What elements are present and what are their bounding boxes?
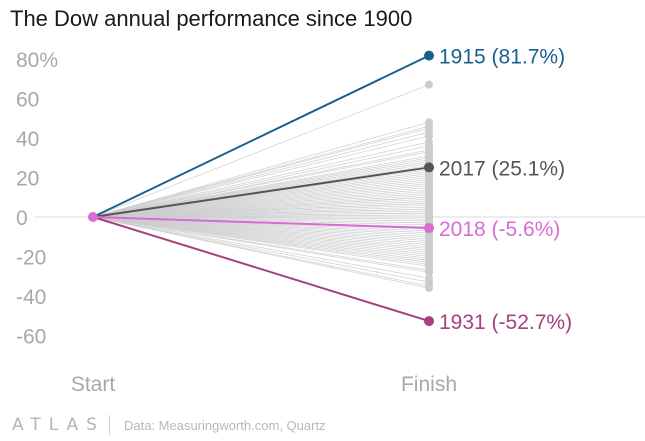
- x-tick-label: Finish: [401, 373, 457, 396]
- y-tick-label: 80%: [16, 49, 58, 72]
- series-line: [92, 216, 430, 273]
- footer-divider: [108, 415, 110, 435]
- series-point: [425, 80, 433, 89]
- y-tick-label: 60: [16, 89, 39, 112]
- series-line: [92, 145, 430, 218]
- series-point: [425, 284, 433, 293]
- chart-title: The Dow annual performance since 1900: [10, 6, 413, 31]
- y-tick-label: 40: [16, 128, 39, 151]
- series-line: [92, 216, 430, 283]
- highlight-point: [424, 50, 434, 61]
- highlight-line: [92, 216, 430, 230]
- y-tick-label: 20: [16, 168, 39, 191]
- y-tick-label: -40: [16, 286, 46, 309]
- highlight-label: 2018 (-5.6%): [439, 218, 560, 241]
- series-line: [92, 131, 430, 218]
- chart-plot: 80% 60 40 20 0 -20 -40 -60 Start Finish 1915 (81.7…: [16, 46, 645, 396]
- highlight-label: 1915 (81.7%): [439, 46, 565, 69]
- highlight-line: [92, 166, 430, 218]
- series-line: [92, 135, 430, 218]
- highlight-point: [424, 316, 434, 327]
- footer: ATLAS Data: Measuringworth.com, Quartz: [12, 414, 326, 436]
- series-line: [92, 216, 430, 289]
- series-line: [92, 141, 430, 218]
- series-line: [92, 127, 430, 218]
- series-line: [92, 216, 430, 279]
- series-point: [425, 268, 433, 277]
- highlight-point: [424, 223, 434, 234]
- series-line: [92, 84, 430, 218]
- highlight-line: [92, 54, 430, 218]
- x-tick-label: Start: [71, 373, 116, 396]
- source-note: Data: Measuringworth.com, Quartz: [123, 417, 326, 433]
- y-tick-label: -20: [16, 247, 46, 270]
- highlight-label: 1931 (-52.7%): [439, 311, 572, 334]
- series-line: [92, 121, 430, 218]
- highlight-label: 2017 (25.1%): [439, 157, 565, 180]
- highlight-line: [92, 216, 430, 323]
- series-line: [92, 216, 430, 267]
- y-tick-label: -60: [16, 326, 46, 349]
- atlas-logo: ATLAS: [12, 415, 105, 435]
- start-point: [88, 212, 98, 222]
- y-tick-label: 0: [16, 207, 28, 230]
- series-point: [425, 132, 433, 141]
- series-line: [92, 151, 430, 218]
- highlight-point: [424, 162, 434, 173]
